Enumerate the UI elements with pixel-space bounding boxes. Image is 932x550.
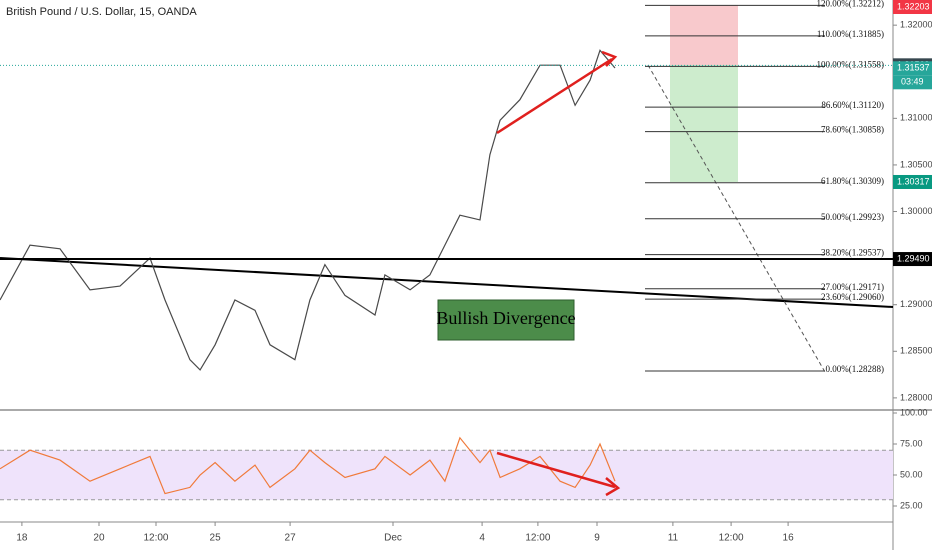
countdown: 03:49 bbox=[901, 77, 924, 87]
series-line bbox=[0, 436, 616, 495]
y-tick-label: 1.28000 bbox=[900, 392, 932, 402]
x-tick-label: 12:00 bbox=[525, 533, 550, 544]
fib-label: 61.80%(1.30309) bbox=[821, 176, 884, 186]
y-tick-label: 100.00 bbox=[900, 407, 928, 417]
price-tag bbox=[893, 252, 932, 267]
x-tick-label: 12:00 bbox=[143, 533, 168, 544]
chart-title: British Pound / U.S. Dollar, 15, OANDA bbox=[6, 6, 197, 18]
rsi-arrow-head bbox=[605, 477, 621, 497]
rsi-arrow bbox=[496, 451, 616, 489]
fib-label: 100.00%(1.31558) bbox=[817, 59, 885, 69]
price-tag bbox=[893, 61, 932, 76]
fib-label: 23.60%(1.29060) bbox=[821, 292, 884, 302]
y-tick-label: 50.00 bbox=[900, 469, 923, 479]
price-arrow bbox=[496, 57, 613, 135]
fib-label: 78.60%(1.30858) bbox=[821, 125, 884, 135]
price-tag-label: 1.30317 bbox=[897, 176, 930, 186]
x-tick-label: 27 bbox=[285, 533, 297, 544]
fib-label: 0.00%(1.28288) bbox=[826, 364, 885, 374]
price-tag-label: 1.29490 bbox=[897, 253, 930, 263]
fib-label: 50.00%(1.29923) bbox=[821, 212, 884, 222]
x-tick-label: 20 bbox=[93, 533, 105, 544]
y-tick-label: 1.31000 bbox=[900, 113, 932, 123]
x-tick-label: 25 bbox=[210, 533, 222, 544]
price-tag-label: 1.32203 bbox=[897, 1, 930, 11]
fib-label: 38.20%(1.29537) bbox=[821, 248, 884, 258]
x-tick-label: 11 bbox=[668, 533, 679, 544]
y-tick-label: 1.28500 bbox=[900, 346, 932, 356]
x-tick-label: 16 bbox=[783, 533, 795, 544]
fib-label: 110.00%(1.31885) bbox=[817, 29, 884, 39]
y-tick-label: 75.00 bbox=[900, 438, 923, 448]
price-arrow-head bbox=[601, 50, 618, 67]
y-tick-label: 1.32000 bbox=[900, 20, 932, 30]
price-tag bbox=[893, 0, 932, 14]
x-tick-label: 9 bbox=[594, 533, 600, 544]
x-tick-label: 12:00 bbox=[719, 533, 744, 544]
x-tick-label: 4 bbox=[479, 533, 485, 544]
annotation-box bbox=[437, 299, 575, 341]
fib-label: 120.00%(1.32212) bbox=[817, 0, 885, 8]
x-tick-label: 18 bbox=[16, 533, 28, 544]
fib-label: 27.00%(1.29171) bbox=[821, 282, 884, 292]
fib-label: 86.60%(1.31120) bbox=[821, 100, 884, 110]
countdown-tag bbox=[893, 75, 932, 90]
series-line bbox=[0, 49, 616, 371]
y-tick-label: 1.30000 bbox=[900, 206, 932, 216]
stop-zone bbox=[670, 5, 738, 65]
price-tag bbox=[893, 174, 932, 189]
price-tag-label: 1.31537 bbox=[897, 63, 930, 73]
y-tick-label: 1.30500 bbox=[900, 159, 932, 169]
y-tick-label: 25.00 bbox=[900, 500, 923, 510]
target-zone bbox=[670, 65, 738, 182]
x-tick-label: Dec bbox=[384, 533, 402, 544]
y-tick-label: 1.29000 bbox=[900, 299, 932, 309]
annotation: Bullish Divergence bbox=[436, 308, 575, 328]
